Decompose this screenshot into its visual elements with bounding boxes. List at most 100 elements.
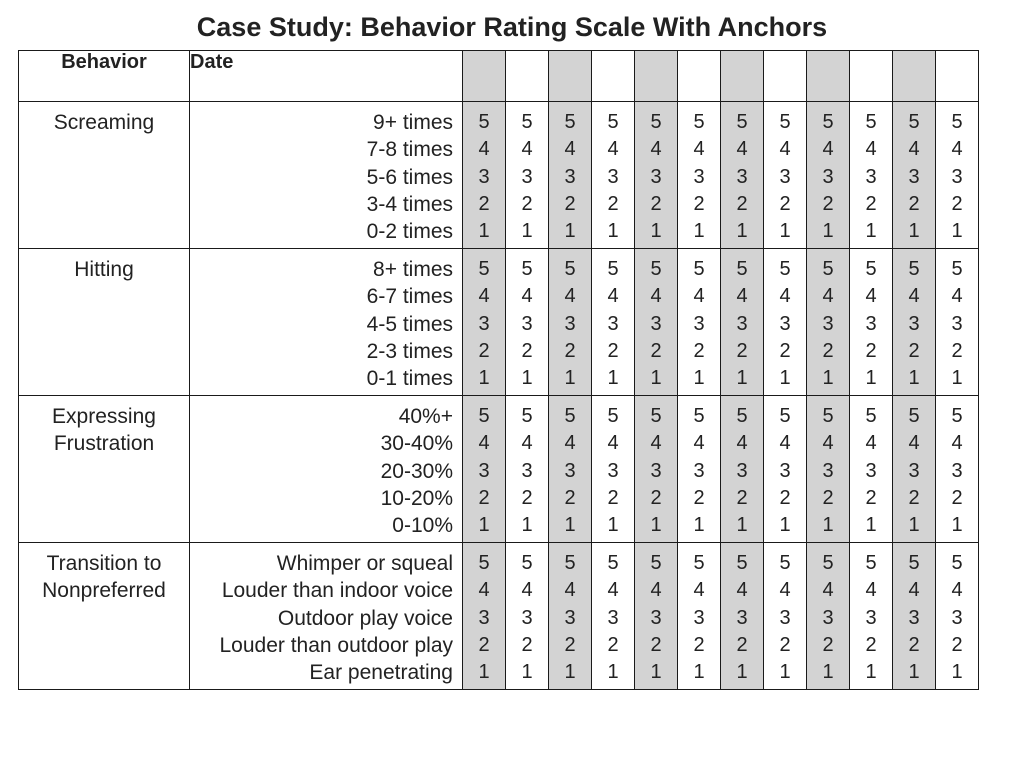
score-option[interactable]: 5 <box>607 258 619 280</box>
score-option[interactable]: 5 <box>521 111 533 133</box>
score-option[interactable]: 4 <box>478 432 490 455</box>
score-cell[interactable]: 5 4 3 2 1 <box>849 248 893 396</box>
score-option[interactable]: 3 <box>521 459 533 482</box>
score-option[interactable]: 1 <box>693 367 705 390</box>
score-option[interactable]: 4 <box>650 285 662 308</box>
score-option[interactable]: 4 <box>607 285 619 308</box>
score-option[interactable]: 2 <box>521 339 533 362</box>
score-option[interactable]: 5 <box>908 111 920 133</box>
score-option[interactable]: 3 <box>865 606 877 629</box>
score-option[interactable]: 2 <box>736 192 748 215</box>
score-option[interactable]: 2 <box>478 339 490 362</box>
score-option[interactable]: 1 <box>822 514 834 537</box>
score-option[interactable]: 2 <box>865 633 877 656</box>
score-option[interactable]: 4 <box>564 579 576 602</box>
score-option[interactable]: 4 <box>908 579 920 602</box>
score-option[interactable]: 4 <box>478 285 490 308</box>
date-cell-7[interactable] <box>720 50 764 102</box>
score-option[interactable]: 4 <box>736 138 748 161</box>
score-option[interactable]: 4 <box>865 285 877 308</box>
score-cell[interactable]: 5 4 3 2 1 <box>505 542 549 690</box>
score-option[interactable]: 5 <box>908 258 920 280</box>
score-option[interactable]: 4 <box>908 285 920 308</box>
score-option[interactable]: 3 <box>478 606 490 629</box>
score-option[interactable]: 1 <box>908 220 920 243</box>
score-option[interactable]: 3 <box>693 606 705 629</box>
score-option[interactable]: 1 <box>951 367 963 390</box>
score-cell[interactable]: 5 4 3 2 1 <box>677 248 721 396</box>
score-option[interactable]: 5 <box>822 111 834 133</box>
score-option[interactable]: 5 <box>650 405 662 427</box>
score-option[interactable]: 1 <box>521 514 533 537</box>
score-cell[interactable]: 5 4 3 2 1 <box>591 248 635 396</box>
score-option[interactable]: 1 <box>478 367 490 390</box>
score-option[interactable]: 1 <box>607 661 619 684</box>
date-cell-11[interactable] <box>892 50 936 102</box>
score-option[interactable]: 3 <box>478 165 490 188</box>
score-option[interactable]: 1 <box>693 220 705 243</box>
score-option[interactable]: 3 <box>650 606 662 629</box>
score-option[interactable]: 2 <box>779 192 791 215</box>
score-option[interactable]: 2 <box>822 339 834 362</box>
score-option[interactable]: 5 <box>650 111 662 133</box>
score-option[interactable]: 4 <box>478 138 490 161</box>
score-option[interactable]: 5 <box>478 258 490 280</box>
score-option[interactable]: 4 <box>564 138 576 161</box>
score-cell[interactable]: 5 4 3 2 1 <box>720 542 764 690</box>
score-option[interactable]: 4 <box>693 579 705 602</box>
score-option[interactable]: 3 <box>865 312 877 335</box>
score-option[interactable]: 1 <box>478 514 490 537</box>
score-option[interactable]: 3 <box>650 459 662 482</box>
score-option[interactable]: 1 <box>736 367 748 390</box>
score-cell[interactable]: 5 4 3 2 1 <box>634 542 678 690</box>
score-cell[interactable]: 5 4 3 2 1 <box>849 395 893 543</box>
score-option[interactable]: 5 <box>951 405 963 427</box>
score-option[interactable]: 3 <box>478 459 490 482</box>
score-option[interactable]: 2 <box>478 633 490 656</box>
score-option[interactable]: 1 <box>564 661 576 684</box>
score-cell[interactable]: 5 4 3 2 1 <box>935 542 979 690</box>
score-option[interactable]: 3 <box>607 312 619 335</box>
score-option[interactable]: 5 <box>564 258 576 280</box>
score-option[interactable]: 5 <box>908 552 920 574</box>
score-option[interactable]: 5 <box>865 111 877 133</box>
score-option[interactable]: 3 <box>908 312 920 335</box>
score-option[interactable]: 1 <box>607 220 619 243</box>
score-option[interactable]: 5 <box>564 552 576 574</box>
score-option[interactable]: 5 <box>736 405 748 427</box>
score-option[interactable]: 1 <box>478 220 490 243</box>
score-option[interactable]: 4 <box>693 138 705 161</box>
score-option[interactable]: 5 <box>736 258 748 280</box>
score-option[interactable]: 2 <box>478 192 490 215</box>
score-cell[interactable]: 5 4 3 2 1 <box>548 542 592 690</box>
score-option[interactable]: 5 <box>951 258 963 280</box>
score-option[interactable]: 4 <box>865 138 877 161</box>
score-option[interactable]: 2 <box>951 192 963 215</box>
score-option[interactable]: 4 <box>521 579 533 602</box>
score-option[interactable]: 1 <box>736 220 748 243</box>
score-cell[interactable]: 5 4 3 2 1 <box>591 542 635 690</box>
score-option[interactable]: 5 <box>951 552 963 574</box>
score-option[interactable]: 1 <box>693 514 705 537</box>
score-option[interactable]: 5 <box>693 552 705 574</box>
score-option[interactable]: 1 <box>779 220 791 243</box>
score-option[interactable]: 4 <box>607 432 619 455</box>
score-cell[interactable]: 5 4 3 2 1 <box>720 101 764 249</box>
score-option[interactable]: 5 <box>865 405 877 427</box>
score-option[interactable]: 2 <box>908 633 920 656</box>
score-option[interactable]: 5 <box>779 258 791 280</box>
score-option[interactable]: 5 <box>693 111 705 133</box>
score-cell[interactable]: 5 4 3 2 1 <box>892 101 936 249</box>
score-option[interactable]: 4 <box>779 579 791 602</box>
score-option[interactable]: 2 <box>908 192 920 215</box>
date-cell-1[interactable] <box>462 50 506 102</box>
score-option[interactable]: 1 <box>650 661 662 684</box>
score-option[interactable]: 1 <box>908 661 920 684</box>
score-cell[interactable]: 5 4 3 2 1 <box>634 248 678 396</box>
score-option[interactable]: 4 <box>478 579 490 602</box>
score-option[interactable]: 2 <box>822 633 834 656</box>
score-option[interactable]: 5 <box>521 552 533 574</box>
score-option[interactable]: 5 <box>564 111 576 133</box>
score-option[interactable]: 3 <box>865 165 877 188</box>
score-option[interactable]: 3 <box>521 165 533 188</box>
